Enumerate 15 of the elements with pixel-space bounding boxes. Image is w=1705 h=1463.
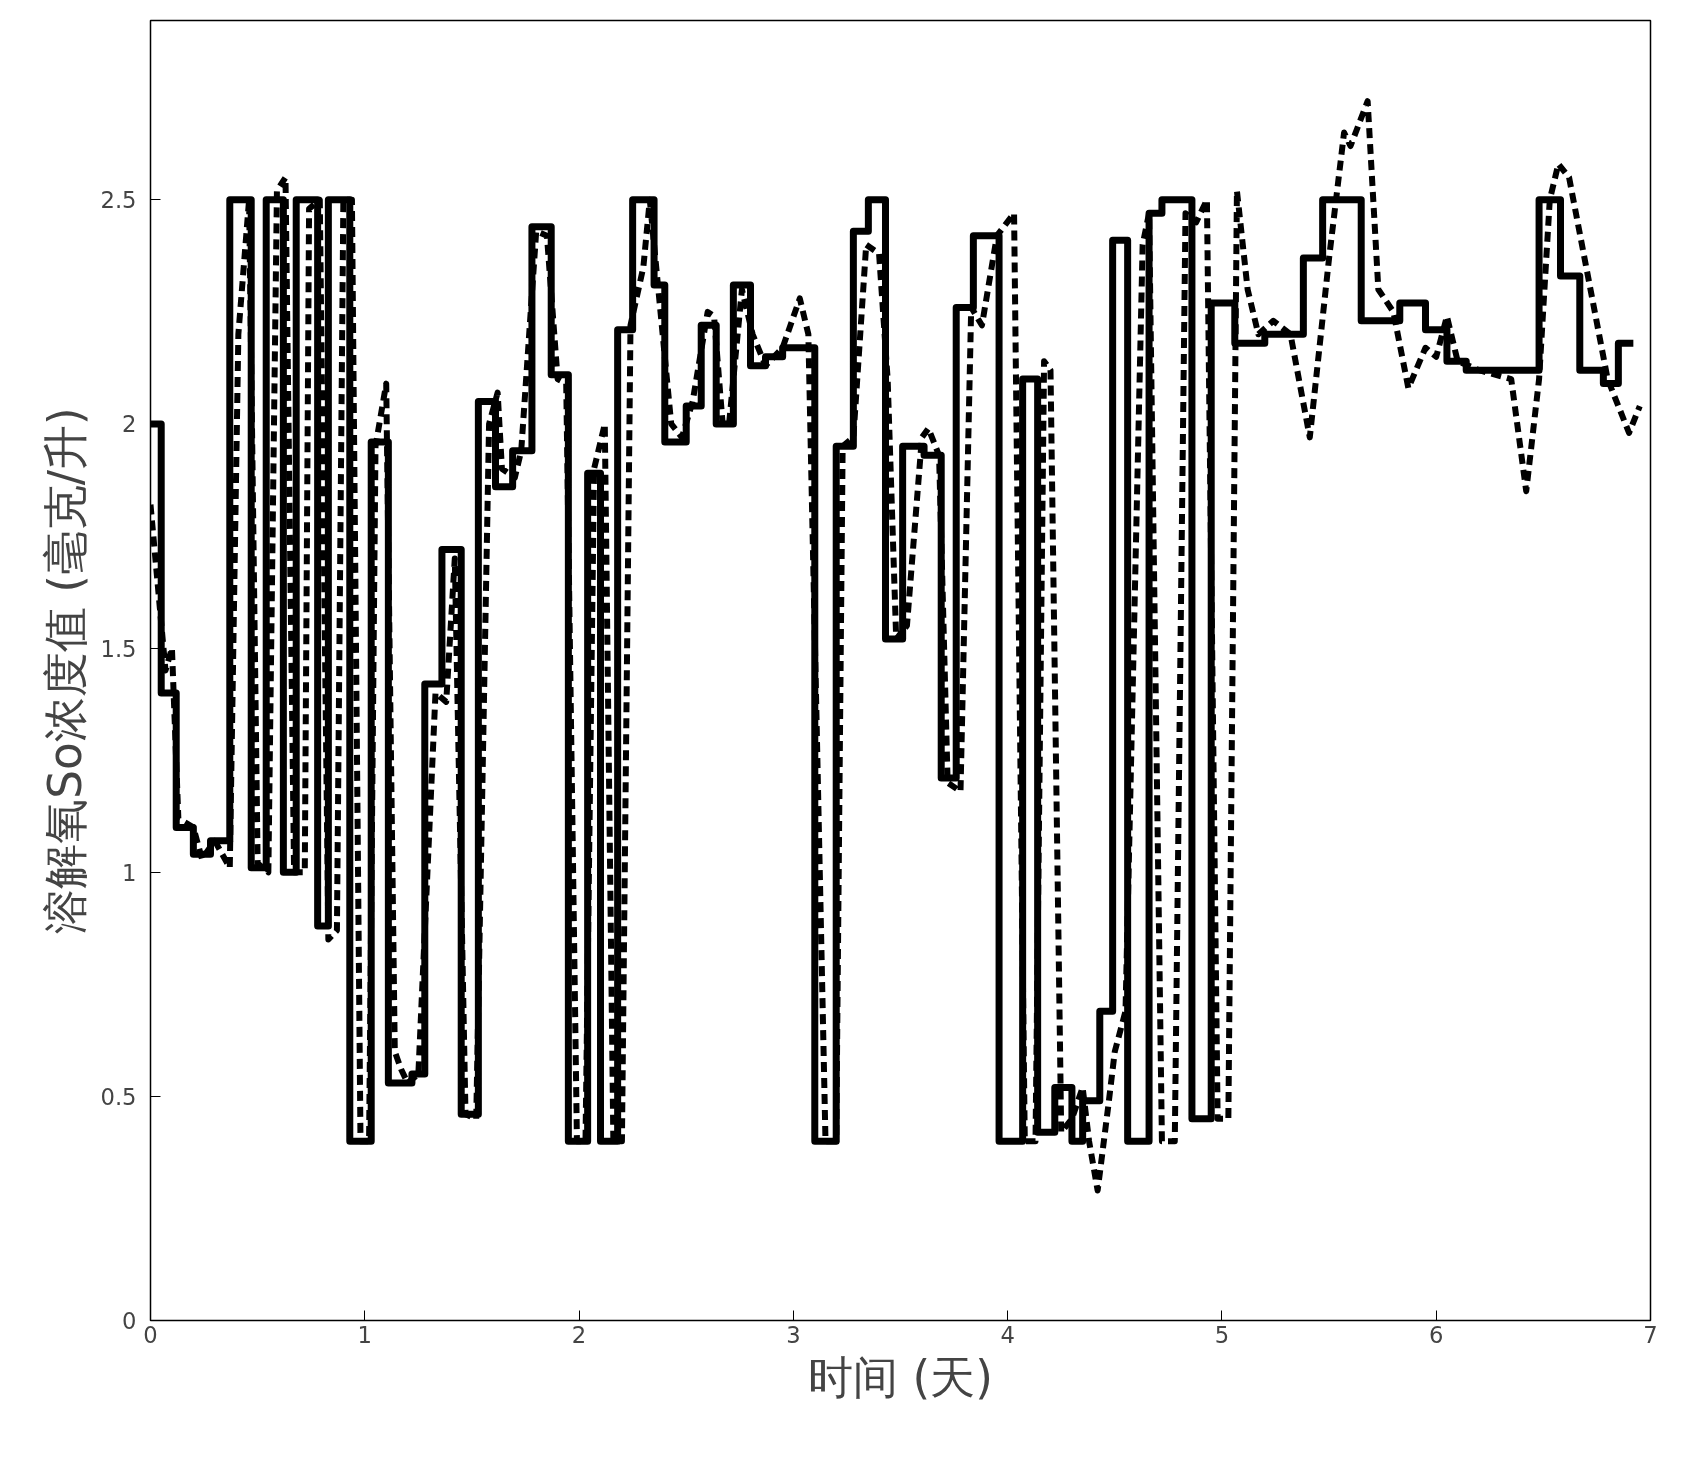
y-tick-label: 0.5 bbox=[100, 1083, 137, 1110]
y-axis-title: 溶解氧So浓度值 (毫克/升) bbox=[39, 407, 93, 934]
y-tick-label: 1.5 bbox=[100, 635, 137, 662]
x-tick-label: 3 bbox=[786, 1321, 801, 1348]
x-tick-label: 5 bbox=[1214, 1321, 1230, 1348]
x-tick-label: 7 bbox=[1643, 1321, 1658, 1348]
y-tick-label: 2 bbox=[122, 411, 137, 438]
x-tick-label: 1 bbox=[357, 1321, 372, 1348]
x-tick-label: 2 bbox=[571, 1321, 587, 1348]
y-tick-label: 1 bbox=[122, 859, 137, 886]
x-tick-label: 4 bbox=[1000, 1321, 1015, 1348]
x-tick-label: 0 bbox=[143, 1321, 158, 1348]
x-tick-label: 6 bbox=[1429, 1321, 1444, 1348]
y-tick-label: 2.5 bbox=[100, 187, 137, 214]
x-axis-title: 时间 (天) bbox=[808, 1350, 993, 1404]
